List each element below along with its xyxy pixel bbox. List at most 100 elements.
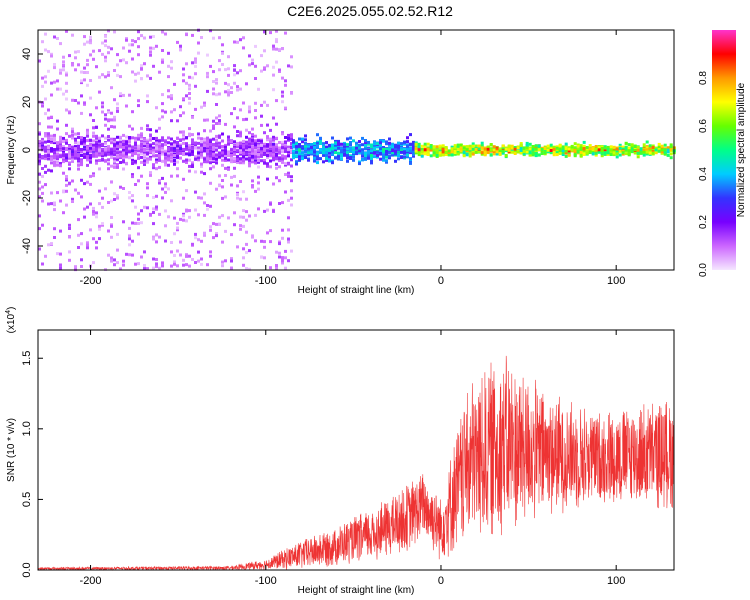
heatmap-cell <box>281 259 284 263</box>
heatmap-cell <box>233 223 236 227</box>
heatmap-cell <box>41 185 44 189</box>
heatmap-cell <box>230 112 233 116</box>
heatmap-cell <box>361 148 364 152</box>
heatmap-cell <box>44 170 47 174</box>
heatmap-cell <box>233 159 236 163</box>
heatmap-cell <box>212 165 215 169</box>
heatmap-cell <box>239 134 242 138</box>
heatmap-cell <box>74 68 77 72</box>
heatmap-cell <box>206 53 209 57</box>
heatmap-cell <box>53 66 56 70</box>
heatmap-cell <box>83 207 86 211</box>
heatmap-cell <box>263 153 266 156</box>
heatmap-cell <box>128 43 131 47</box>
heatmap-cell <box>266 135 269 139</box>
heatmap-cell <box>200 137 203 141</box>
colorbar-label: Normalized spectral amplitude <box>736 82 747 217</box>
heatmap-cell <box>281 100 284 104</box>
heatmap-cell <box>260 154 263 158</box>
heatmap-cell <box>510 144 514 148</box>
heatmap-cell <box>116 109 119 113</box>
heatmap-cell <box>56 141 59 145</box>
heatmap-cell <box>110 47 113 51</box>
snr-y-scale-label: (x104) <box>5 307 17 334</box>
heatmap-cell <box>642 143 646 147</box>
heatmap-cell <box>245 218 248 222</box>
heatmap-cell <box>349 154 352 158</box>
heatmap-cell <box>140 156 143 159</box>
heatmap-cell <box>642 150 646 154</box>
heatmap-cell <box>140 146 143 150</box>
heatmap-cell <box>167 215 170 219</box>
heatmap-cell <box>519 142 523 145</box>
heatmap-cell <box>251 133 254 137</box>
y-tick-label: 1.5 <box>21 351 33 366</box>
heatmap-cell <box>200 162 203 166</box>
heatmap-cell <box>65 141 68 145</box>
colorbar-tick-label: 0.4 <box>698 167 709 181</box>
heatmap-cell <box>137 53 140 57</box>
heatmap-cell <box>233 152 236 156</box>
heatmap-cell <box>206 152 209 156</box>
heatmap-cell <box>128 191 131 194</box>
heatmap-cell <box>319 142 322 145</box>
heatmap-cell <box>173 147 176 151</box>
heatmap-cell <box>292 143 295 147</box>
heatmap-cell <box>119 140 122 144</box>
heatmap-cell <box>316 152 319 156</box>
heatmap-cell <box>134 205 137 209</box>
heatmap-cell <box>59 229 62 233</box>
heatmap-cell <box>170 264 173 268</box>
heatmap-cell <box>74 153 77 157</box>
heatmap-cell <box>215 232 218 235</box>
heatmap-cell <box>313 142 316 146</box>
heatmap-cell <box>59 154 62 158</box>
heatmap-cell <box>257 139 260 143</box>
heatmap-cell <box>110 125 113 129</box>
heatmap-cell <box>101 152 104 156</box>
heatmap-cell <box>62 147 65 151</box>
heatmap-cell <box>370 145 373 149</box>
heatmap-cell <box>155 106 158 110</box>
heatmap-cell <box>47 243 50 247</box>
heatmap-cell <box>340 153 343 157</box>
heatmap-cell <box>191 139 194 143</box>
heatmap-cell <box>179 147 182 151</box>
heatmap-cell <box>361 152 364 156</box>
heatmap-cell <box>194 261 197 264</box>
heatmap-cell <box>68 227 71 230</box>
heatmap-cell <box>254 189 257 193</box>
heatmap-cell <box>462 150 466 154</box>
heatmap-cell <box>167 51 170 55</box>
heatmap-cell <box>284 155 287 159</box>
heatmap-cell <box>80 163 83 166</box>
heatmap-cell <box>585 148 589 151</box>
heatmap-cell <box>239 215 242 219</box>
heatmap-cell <box>480 151 484 155</box>
heatmap-cell <box>325 148 328 152</box>
colorbar-tick-label: 0.6 <box>698 119 709 133</box>
heatmap-cell <box>212 70 215 74</box>
heatmap-cell <box>38 214 41 218</box>
heatmap-cell <box>236 245 239 249</box>
heatmap-cell <box>65 81 68 85</box>
heatmap-cell <box>328 143 331 147</box>
heatmap-cell <box>155 264 158 268</box>
heatmap-cell <box>367 142 370 146</box>
heatmap-cell <box>218 215 221 219</box>
heatmap-cell <box>528 151 532 155</box>
heatmap-cell <box>266 162 269 166</box>
heatmap-cell <box>50 242 53 246</box>
heatmap-cell <box>564 151 568 155</box>
heatmap-cell <box>146 94 149 98</box>
heatmap-cell <box>346 156 349 160</box>
heatmap-cell <box>358 143 361 147</box>
heatmap-cell <box>56 160 59 164</box>
heatmap-cell <box>537 148 541 152</box>
heatmap-cell <box>657 149 661 153</box>
heatmap-cell <box>251 62 254 66</box>
heatmap-cell <box>140 139 143 143</box>
heatmap-cell <box>275 29 278 33</box>
heatmap-cell <box>245 157 248 161</box>
heatmap-cell <box>194 208 197 212</box>
